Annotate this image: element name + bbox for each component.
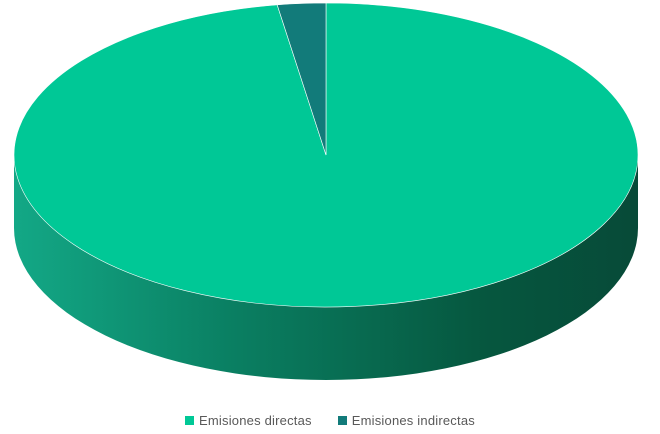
legend-label-directas: Emisiones directas [199,413,312,428]
legend: Emisiones directas Emisiones indirectas [0,413,660,428]
legend-swatch-directas [185,416,195,425]
legend-item-directas: Emisiones directas [185,413,312,428]
legend-item-indirectas: Emisiones indirectas [337,413,475,428]
pie-sides [14,155,638,380]
pie-slice-indirectas [276,2,327,156]
legend-label-indirectas: Emisiones indirectas [351,413,475,428]
pie-tops [13,2,639,308]
pie-side-directas [14,155,638,380]
legend-swatch-indirectas [337,416,347,425]
